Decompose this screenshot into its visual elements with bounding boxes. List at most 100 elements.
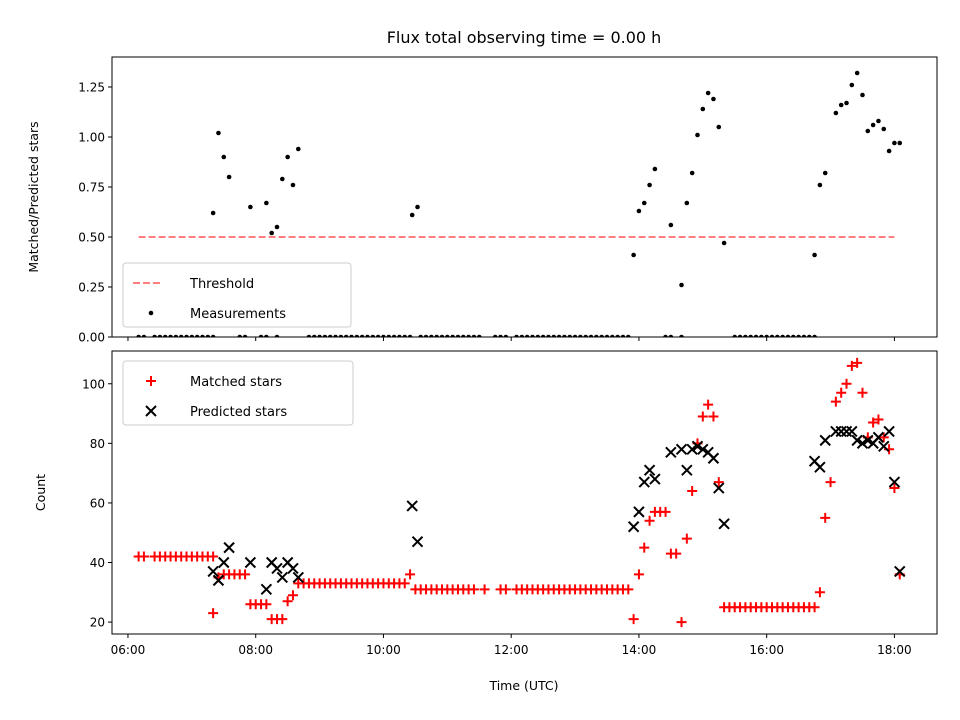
data-point (471, 334, 477, 337)
data-point (865, 128, 871, 134)
y-tick-label: 60 (90, 496, 105, 510)
data-point (822, 170, 828, 176)
data-point (638, 476, 650, 488)
data-point (857, 387, 868, 398)
y-tick-label: 1.00 (78, 131, 105, 145)
data-points (133, 357, 906, 628)
data-point (402, 334, 408, 337)
data-point (583, 334, 589, 337)
data-point (868, 417, 879, 428)
legend-label: Threshold (189, 277, 254, 292)
y-tick-label: 100 (82, 377, 105, 391)
data-point (207, 565, 219, 578)
data-point (311, 334, 317, 337)
panel-counts: 06:00 08:00 10:00 12:00 14:00 16:00 18:00 20 40 6… (33, 350, 938, 657)
data-point (411, 535, 424, 548)
data-point (708, 411, 719, 422)
data-point (524, 334, 530, 337)
chart-title: Flux total observing time = 0.00 h (387, 28, 662, 47)
data-point (676, 617, 687, 628)
data-point (681, 464, 693, 476)
data-point (498, 334, 503, 337)
data-point (423, 334, 429, 337)
data-point (675, 443, 688, 456)
data-point (759, 334, 764, 337)
data-point (152, 334, 157, 337)
data-point (260, 583, 273, 596)
data-point (796, 334, 801, 337)
data-points (136, 70, 903, 337)
legend: Threshold Measurements (122, 262, 352, 328)
data-point (663, 334, 668, 337)
data-point (365, 334, 370, 337)
data-point (721, 240, 727, 246)
data-point (695, 132, 700, 138)
data-point (381, 334, 386, 337)
data-point (764, 334, 769, 337)
data-point (691, 440, 704, 453)
data-point (295, 146, 301, 152)
data-point (479, 584, 490, 595)
data-point (633, 569, 644, 580)
legend-label: Matched stars (190, 375, 282, 390)
data-point (790, 334, 796, 337)
data-point (322, 334, 328, 337)
data-point (434, 334, 439, 337)
series-predicted-stars (207, 425, 906, 596)
data-point (594, 334, 599, 337)
data-point (679, 334, 684, 337)
data-point (354, 334, 360, 337)
data-point (327, 334, 333, 337)
data-point (610, 334, 615, 337)
data-point (686, 443, 698, 456)
data-point (649, 473, 661, 485)
x-tick-label: 18:00 (877, 643, 912, 657)
data-point (271, 562, 283, 575)
x-tick-label: 10:00 (366, 643, 401, 657)
data-point (500, 584, 511, 595)
y-tick-label: 0.25 (78, 281, 105, 295)
data-point (846, 360, 857, 371)
data-point (737, 334, 743, 337)
data-point (873, 414, 884, 425)
data-point (210, 210, 216, 216)
data-point (567, 334, 573, 337)
data-point (418, 334, 424, 337)
data-point (820, 512, 831, 523)
y-tick-label: 0.75 (78, 181, 105, 195)
data-point (812, 252, 817, 258)
y-tick-label: 40 (90, 556, 105, 570)
legend-label: Predicted stars (190, 405, 287, 420)
data-point (817, 182, 823, 188)
data-point (343, 334, 349, 337)
data-point (748, 334, 754, 337)
data-point (136, 334, 141, 337)
data-point (173, 334, 179, 337)
data-point (883, 425, 895, 438)
data-point (530, 334, 535, 337)
data-point (276, 571, 289, 584)
data-point (862, 434, 874, 447)
data-point (264, 334, 269, 337)
data-point (216, 130, 221, 136)
data-point (892, 140, 897, 146)
data-point (836, 387, 847, 398)
data-point (668, 222, 674, 228)
data-point (445, 334, 450, 337)
data-point (269, 230, 274, 236)
y-tick-label: 20 (90, 616, 105, 630)
data-point (282, 596, 293, 607)
data-point (671, 548, 682, 559)
data-point (200, 334, 205, 337)
data-point (785, 334, 791, 337)
data-point (226, 174, 232, 180)
data-point (631, 252, 636, 258)
data-point (157, 334, 163, 337)
data-point (415, 204, 420, 210)
data-point (280, 176, 285, 182)
legend-box (122, 262, 352, 328)
data-point (290, 182, 296, 188)
data-point (572, 334, 578, 337)
x-tick-label: 14:00 (622, 643, 657, 657)
data-point (643, 464, 656, 476)
